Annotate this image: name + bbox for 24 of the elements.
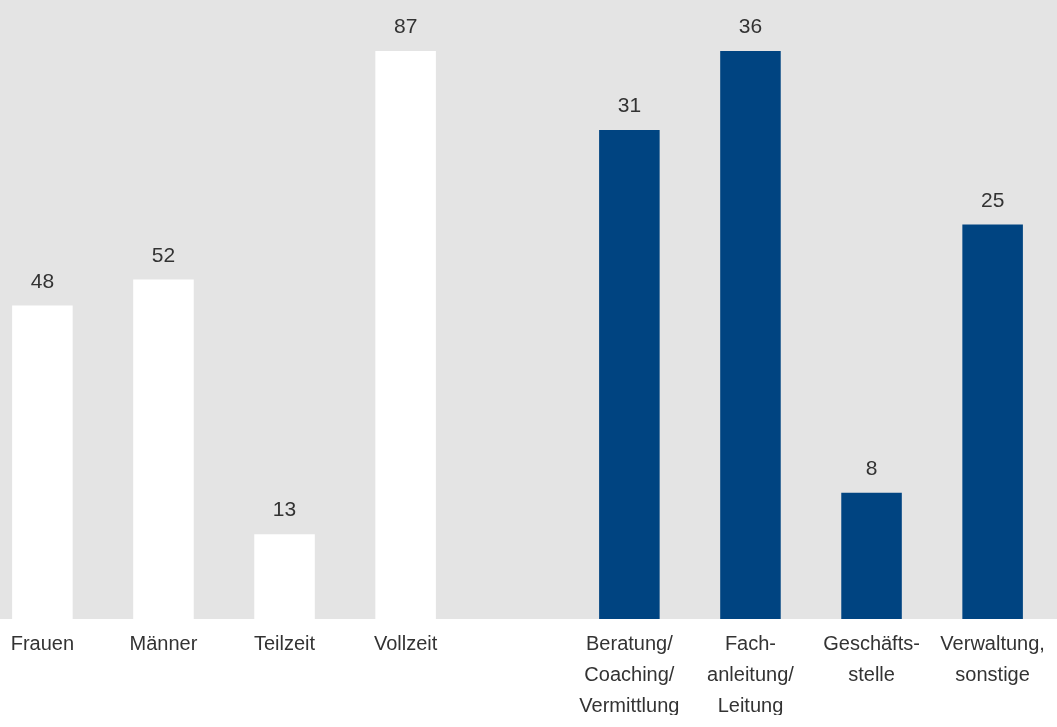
data-label: 52 bbox=[151, 242, 176, 266]
bar bbox=[720, 51, 781, 619]
bar bbox=[841, 492, 902, 619]
x-tick-label: Männer bbox=[129, 631, 198, 654]
data-label: 25 bbox=[980, 187, 1005, 211]
x-tick-label: Verwaltung, sonstige bbox=[940, 631, 1045, 685]
data-label: 87 bbox=[393, 14, 418, 37]
x-tick-label: Fach- anleitung/ Leitung bbox=[707, 631, 795, 716]
data-label: 13 bbox=[272, 497, 297, 521]
bar bbox=[254, 534, 315, 619]
bar bbox=[375, 51, 436, 619]
bar bbox=[12, 305, 73, 619]
data-label: 48 bbox=[30, 268, 55, 292]
bar bbox=[962, 224, 1023, 619]
data-label: 8 bbox=[865, 455, 878, 479]
data-label: 31 bbox=[617, 92, 642, 116]
x-tick-label: Geschäfts- stelle bbox=[823, 631, 920, 685]
x-tick-label: Beratung/ Coaching/ Vermittlung bbox=[579, 631, 680, 716]
bar bbox=[599, 129, 660, 619]
x-tick-label: Vollzeit bbox=[373, 631, 438, 654]
data-label: 36 bbox=[738, 14, 763, 37]
x-tick-label: Teilzeit bbox=[253, 631, 316, 654]
x-tick-label: Frauen bbox=[10, 631, 75, 654]
bar bbox=[133, 279, 194, 619]
